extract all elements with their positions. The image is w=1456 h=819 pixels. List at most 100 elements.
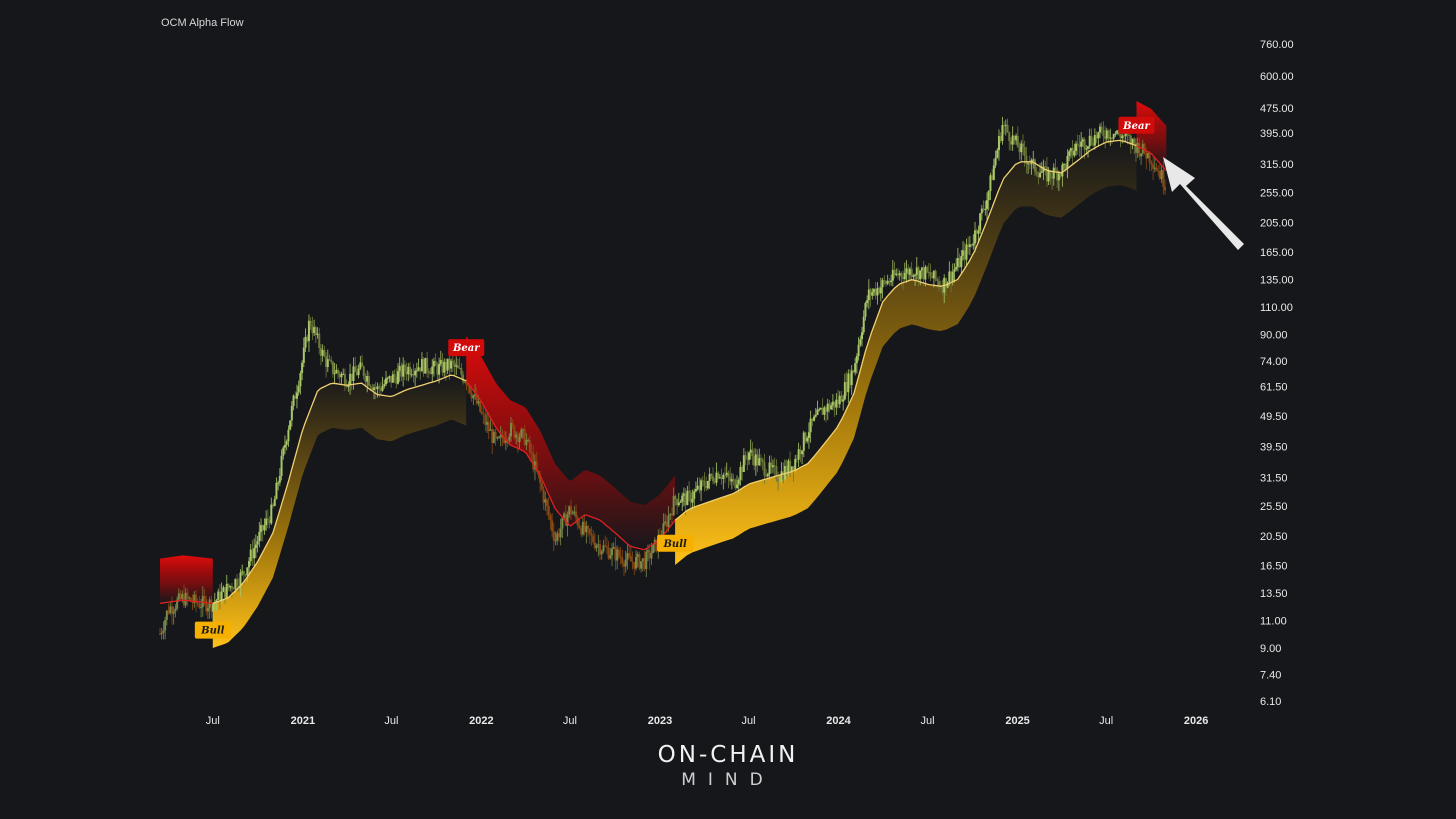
candle-body [499,434,502,438]
candle-body [249,549,252,562]
candle-body [366,375,369,382]
candle-body [1006,124,1009,133]
bear-trend-line [1136,145,1167,172]
candle-body [936,279,939,282]
candle-body [230,586,233,589]
candle-body [915,267,918,275]
candle-body [494,431,497,439]
candle-body [174,608,177,612]
candle-body [444,361,447,371]
candle-body [307,320,310,342]
candle-body [218,591,221,602]
candle-body [742,455,745,473]
candle-body [227,583,230,588]
bear-band [466,336,676,550]
candle-body [343,373,346,386]
candle-body [403,364,406,372]
candle-body [1095,134,1098,139]
candle-body [884,281,887,284]
candle-body [292,395,295,406]
candle-body [331,361,334,374]
candle-body [926,266,929,272]
candle-body [1155,167,1158,171]
candle-body [927,271,930,273]
candle-body [248,561,251,568]
candle-body [664,521,667,524]
candle-body [367,375,370,386]
candle-body [1008,132,1011,142]
candle-body [1016,135,1019,148]
candle-body [504,440,507,443]
candle-body [736,484,739,488]
candle-body [373,387,376,391]
candle-body [528,439,531,452]
candle-body [831,401,834,406]
candle-body [318,333,321,349]
candle-body [771,465,774,468]
candle-body [224,587,227,598]
candle-body [920,267,923,271]
candle-body [513,426,516,438]
candle-body [879,287,882,294]
candle-body [352,366,355,382]
candle-body [782,471,785,480]
candle-body [737,479,740,485]
candle-body [301,362,304,374]
candle-body [588,528,591,535]
candle-body [1003,125,1006,127]
candle-body [761,459,764,463]
candle-body [487,421,490,431]
signal-label: Bear [452,343,480,354]
candle-body [905,268,908,273]
candle-body [540,482,543,490]
candle-body [977,230,980,234]
candle-body [956,258,959,268]
candle-body [208,599,211,609]
candle-body [275,482,278,500]
candle-body [179,593,182,600]
candle-body [450,360,453,369]
candle-body [547,505,550,516]
y-tick-label: 205.00 [1260,217,1294,229]
bull-trend-line [674,139,1137,521]
candle-body [849,373,852,386]
candle-body [821,407,824,415]
candle-body [535,461,538,471]
candle-body [251,549,254,559]
candle-body [677,502,680,506]
candle-body [794,458,797,471]
candle-body [381,386,384,391]
candle-body [893,269,896,276]
candle-body [682,493,685,496]
candle-body [963,250,966,260]
candle-body [955,267,958,270]
candle-body [681,495,684,502]
candle-body [441,360,444,373]
candle-body [371,387,374,391]
candle-body [623,563,626,567]
candle-body [280,455,283,477]
candle-body [861,332,864,340]
candle-body [1064,164,1067,169]
candle-body [717,472,720,479]
candle-body [593,542,596,549]
candle-body [206,608,209,612]
candle-body [253,548,256,559]
candle-body [561,517,564,529]
bear-trend-line [465,380,676,551]
candle-body [1057,173,1060,181]
candle-body [188,597,191,599]
candle-body [193,594,196,603]
candle-body [1078,145,1081,147]
candle-body [295,392,298,399]
candle-body [724,474,727,476]
candle-body [886,280,889,284]
candle-body [749,449,752,453]
candle-body [1071,148,1074,156]
candle-body [285,441,288,445]
candle-body [722,474,725,479]
candle-body [996,150,999,158]
candle-body [662,523,665,539]
candle-body [200,607,203,609]
